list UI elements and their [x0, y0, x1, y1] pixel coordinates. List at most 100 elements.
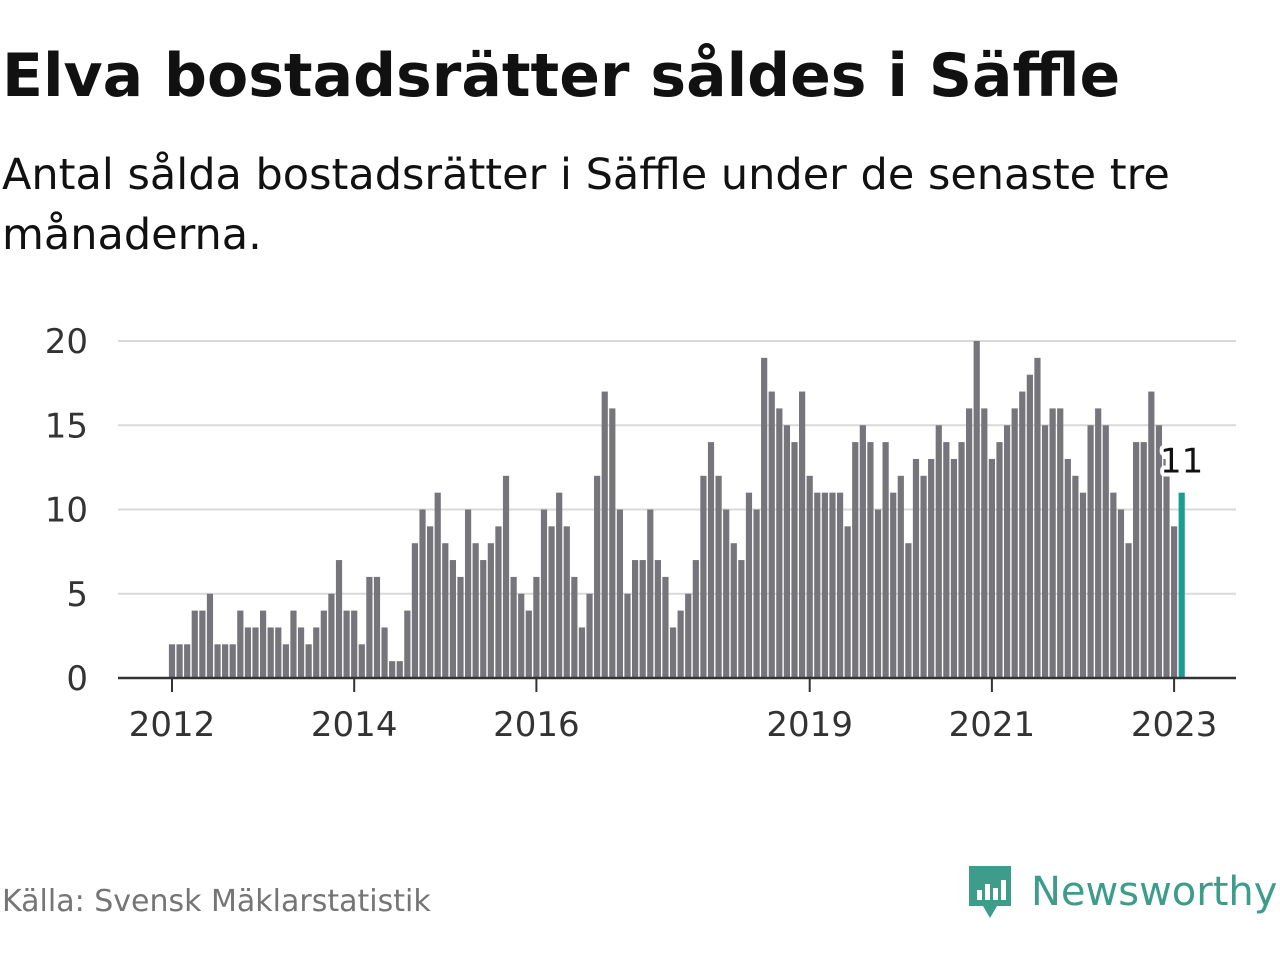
- bar: [366, 576, 373, 678]
- highlight-label-halo: 11: [1160, 442, 1203, 482]
- bar: [518, 593, 525, 678]
- bar: [1140, 442, 1147, 678]
- bar: [753, 509, 760, 678]
- bar: [305, 644, 312, 678]
- bar: [237, 610, 244, 678]
- bar: [639, 560, 646, 678]
- bar: [890, 492, 897, 678]
- bar: [601, 391, 608, 678]
- bar: [829, 492, 836, 678]
- x-tick-label: 2012: [129, 705, 216, 745]
- bar: [935, 425, 942, 678]
- brand-logo[interactable]: Newsworthy: [965, 862, 1277, 922]
- bar: [692, 560, 699, 678]
- bar: [184, 644, 191, 678]
- bar: [867, 442, 874, 678]
- bar: [168, 644, 176, 678]
- bar: [297, 627, 305, 678]
- bar: [859, 425, 866, 678]
- bar: [191, 610, 198, 678]
- bar: [669, 627, 677, 678]
- bar: [419, 509, 426, 678]
- bar: [700, 475, 707, 678]
- bar: [707, 442, 715, 678]
- bar: [525, 610, 532, 678]
- bar: [487, 543, 494, 678]
- bar: [1057, 408, 1064, 678]
- bar: [943, 442, 950, 678]
- bar: [631, 560, 639, 678]
- bar: [206, 593, 214, 678]
- bar: [958, 442, 965, 678]
- bar: [404, 610, 411, 678]
- bar: [176, 644, 183, 678]
- bar: [1026, 374, 1033, 678]
- bar: [502, 475, 510, 678]
- bar: [260, 610, 267, 678]
- bar: [343, 610, 350, 678]
- bar: [745, 492, 753, 678]
- bar: [950, 458, 958, 678]
- bar: [783, 425, 791, 678]
- bar: [578, 627, 586, 678]
- bar: [556, 492, 563, 678]
- bar: [244, 627, 252, 678]
- bar: [973, 341, 980, 678]
- bar: [358, 644, 365, 678]
- bar: [472, 543, 479, 678]
- bar: [464, 509, 472, 678]
- bar: [214, 644, 221, 678]
- bar-highlight: [1178, 492, 1185, 678]
- bar: [1087, 425, 1094, 678]
- bar: [677, 610, 684, 678]
- bar: [1133, 442, 1140, 678]
- bar: [320, 610, 327, 678]
- bar: [912, 458, 920, 678]
- bar: [806, 475, 813, 678]
- bar: [571, 576, 578, 678]
- bar: [1095, 408, 1102, 678]
- bar: [874, 509, 882, 678]
- bar: [685, 593, 692, 678]
- bar: [928, 458, 935, 678]
- y-tick-label: 15: [45, 406, 88, 446]
- bar: [229, 644, 236, 678]
- bar: [586, 593, 593, 678]
- highlight-value-label: 11: [1160, 442, 1203, 482]
- bar: [548, 526, 555, 678]
- bar: [389, 661, 396, 678]
- bar: [533, 576, 540, 678]
- y-tick-label: 20: [45, 322, 88, 362]
- bar: [609, 408, 616, 678]
- bar: [844, 526, 851, 678]
- bar: [510, 576, 517, 678]
- bar: [897, 475, 904, 678]
- bar: [457, 576, 464, 678]
- bar: [1034, 357, 1041, 678]
- bar: [836, 492, 844, 678]
- bar: [761, 357, 768, 678]
- bar: [1003, 425, 1011, 678]
- bar: [594, 475, 601, 678]
- x-tick-label: 2019: [766, 705, 853, 745]
- bar: [966, 408, 973, 678]
- bar: [563, 526, 570, 678]
- bar: [222, 644, 229, 678]
- bar: [1072, 475, 1079, 678]
- bar: [267, 627, 274, 678]
- bar: [1155, 425, 1163, 678]
- x-tick-label: 2021: [949, 705, 1036, 745]
- x-tick-label: 2016: [493, 705, 580, 745]
- bar: [540, 509, 548, 678]
- bar: [313, 627, 320, 678]
- bar: [373, 576, 381, 678]
- bar: [442, 543, 449, 678]
- bar: [624, 593, 631, 678]
- bar: [768, 391, 775, 678]
- bar: [1117, 509, 1125, 678]
- bar: [799, 391, 806, 678]
- bar: [252, 627, 259, 678]
- bar: [988, 458, 995, 678]
- y-tick-label: 5: [66, 575, 88, 615]
